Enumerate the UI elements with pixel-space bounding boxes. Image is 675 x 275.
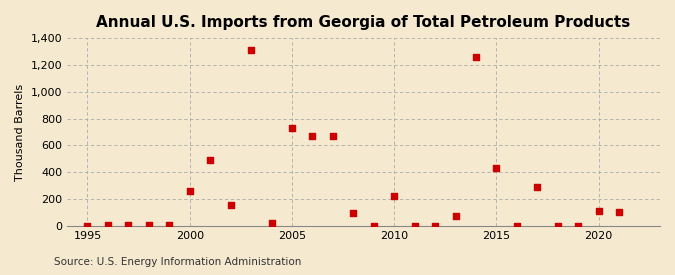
Point [225, 203, 236, 207]
Point [470, 55, 481, 59]
Point [573, 224, 584, 228]
Point [246, 48, 256, 52]
Point [184, 189, 195, 193]
Point [307, 134, 318, 138]
Point [450, 214, 461, 218]
Y-axis label: Thousand Barrels: Thousand Barrels [15, 83, 25, 181]
Title: Annual U.S. Imports from Georgia of Total Petroleum Products: Annual U.S. Imports from Georgia of Tota… [97, 15, 630, 30]
Point [266, 220, 277, 225]
Point [327, 134, 338, 138]
Point [614, 210, 624, 215]
Point [143, 223, 154, 227]
Point [82, 223, 93, 228]
Point [205, 158, 215, 162]
Point [348, 211, 358, 215]
Text: Source: U.S. Energy Information Administration: Source: U.S. Energy Information Administ… [54, 257, 301, 267]
Point [552, 224, 563, 228]
Point [430, 224, 441, 228]
Point [369, 224, 379, 228]
Point [287, 126, 298, 130]
Point [593, 209, 604, 213]
Point [103, 223, 113, 227]
Point [532, 185, 543, 189]
Point [389, 194, 400, 198]
Point [491, 165, 502, 170]
Point [164, 223, 175, 227]
Point [123, 223, 134, 227]
Point [512, 224, 522, 228]
Point [409, 224, 420, 228]
